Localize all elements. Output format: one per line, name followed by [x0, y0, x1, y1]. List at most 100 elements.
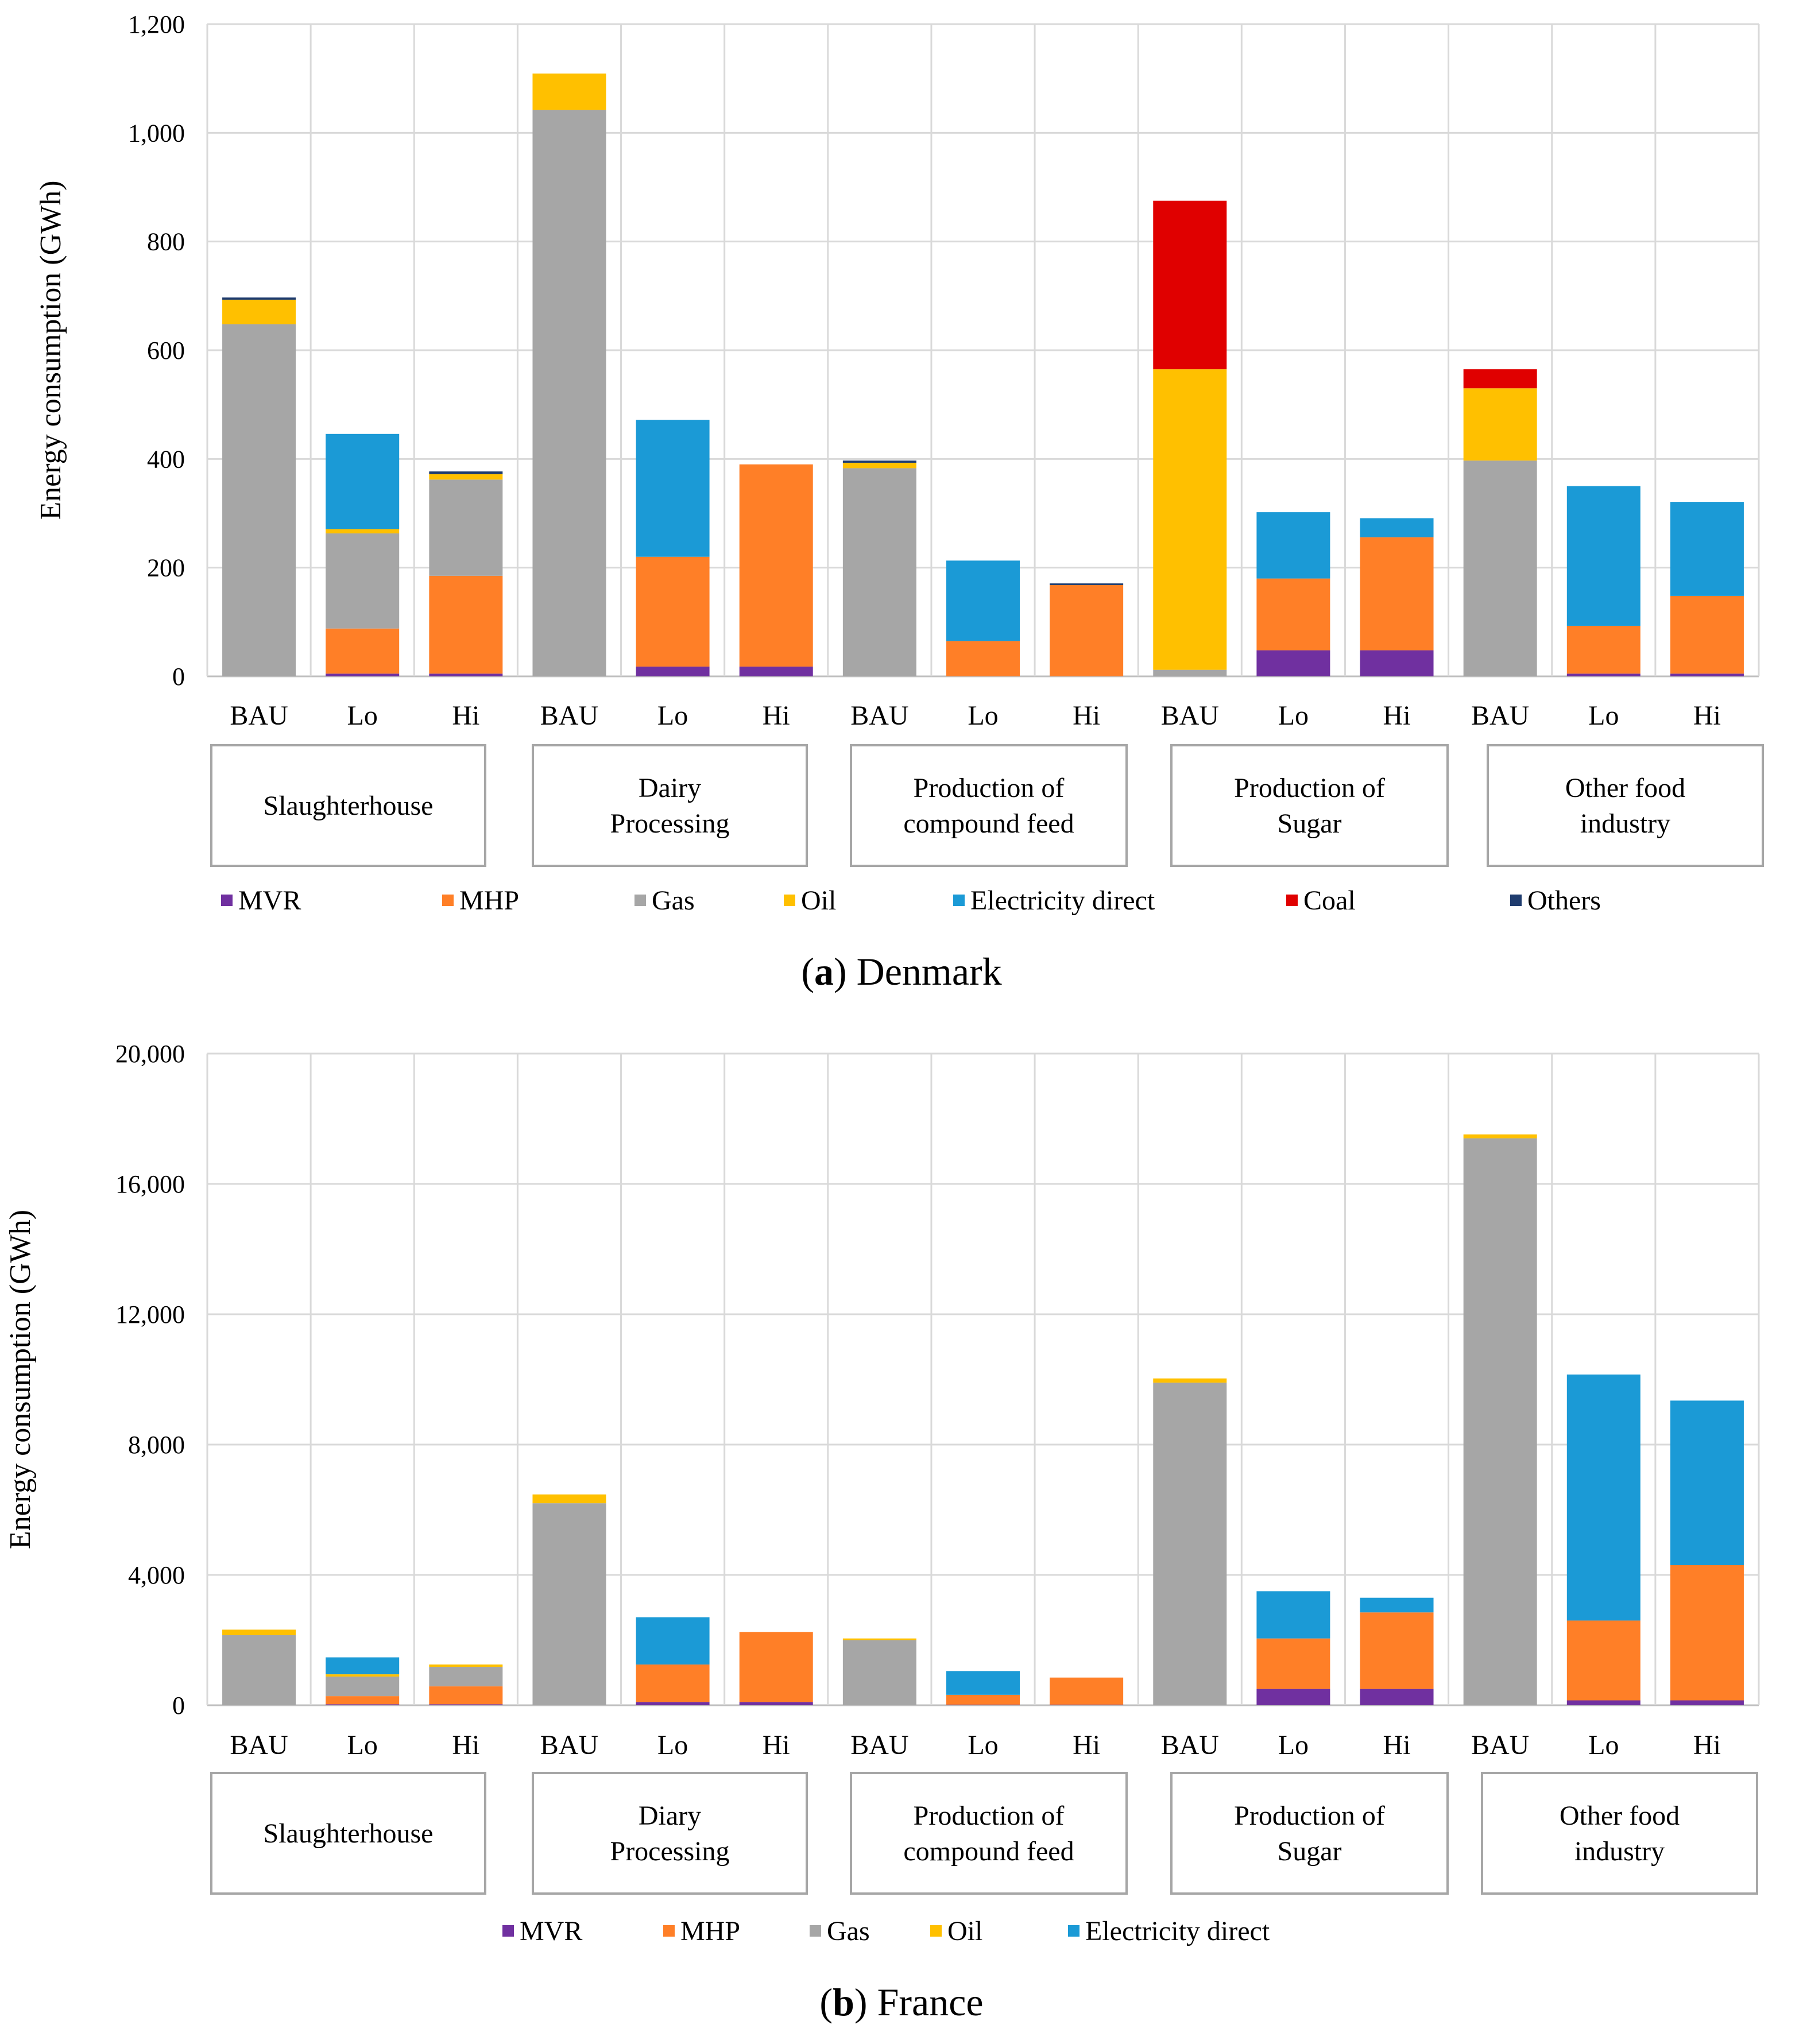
group-label: Dairy — [639, 773, 701, 803]
group-box — [850, 1772, 1128, 1895]
category-label: Lo — [1278, 1730, 1309, 1760]
group-box — [850, 744, 1128, 867]
caption-letter: b — [833, 1980, 854, 2024]
category-label: Hi — [1073, 1730, 1100, 1760]
bar-oil — [326, 529, 400, 534]
bar-mvr — [1670, 673, 1744, 676]
bar-oil — [1463, 1134, 1537, 1139]
group-label: Production of — [914, 1801, 1065, 1831]
bar-gas — [429, 1667, 503, 1687]
bar-mvr — [1670, 1700, 1744, 1705]
bar-mhp — [1670, 1565, 1744, 1701]
legend-label: Electricity direct — [1085, 1916, 1270, 1946]
y-tick-label: 400 — [147, 445, 185, 473]
category-label: Hi — [1693, 700, 1721, 731]
legend-label: Electricity direct — [970, 885, 1155, 916]
bar-mvr — [429, 673, 503, 676]
bar-electricity-direct — [1670, 1400, 1744, 1565]
bar-gas — [532, 110, 606, 676]
bar-mhp — [636, 1664, 710, 1702]
bar-electricity-direct — [1670, 502, 1744, 596]
category-label: BAU — [850, 1730, 908, 1760]
category-label: BAU — [230, 700, 288, 731]
bar-gas — [1153, 1383, 1227, 1705]
caption-paren: ) — [854, 1980, 868, 2024]
bar-electricity-direct — [1566, 486, 1641, 626]
category-label: Hi — [1693, 1730, 1721, 1760]
legend-label: MVR — [238, 885, 301, 916]
group-box — [1170, 744, 1449, 867]
bar-mhp — [636, 556, 710, 667]
bar-mvr — [1360, 1689, 1434, 1705]
bar-mvr — [1256, 650, 1330, 676]
bar-mhp — [1360, 537, 1434, 651]
bar-electricity-direct — [1360, 1597, 1434, 1613]
bar-oil — [532, 1494, 606, 1504]
category-label: Hi — [1383, 700, 1411, 731]
panel-a: 0 200 400 600 800 1,000 1,200 Energy consumptio… — [34, 10, 1764, 993]
bar-mvr — [1566, 1700, 1641, 1705]
y-tick-label: 1,200 — [128, 10, 185, 38]
category-label: Lo — [347, 700, 378, 731]
bar-electricity-direct — [326, 1657, 400, 1675]
group-label: Slaughterhouse — [264, 1818, 434, 1849]
legend-swatch — [442, 895, 454, 906]
bar-mvr — [739, 666, 813, 676]
bar-gas — [1463, 460, 1537, 676]
caption-paren: ) — [834, 950, 847, 993]
legend-label: MHP — [459, 885, 519, 916]
category-label: BAU — [1161, 700, 1219, 731]
y-tick-label: 0 — [172, 1691, 185, 1720]
bar-mvr — [636, 666, 710, 676]
bar-electricity-direct — [1566, 1374, 1641, 1621]
y-tick-label: 16,000 — [115, 1170, 185, 1198]
bar-oil — [429, 1664, 503, 1667]
panel-b: 0 4,000 8,000 12,000 16,000 20,000 Energy cons… — [4, 1040, 1760, 2024]
bar-mhp — [739, 1632, 813, 1702]
bar-others — [429, 471, 503, 474]
y-tick-label: 600 — [147, 336, 185, 365]
group-box — [1170, 1772, 1449, 1895]
legend-label: MHP — [680, 1916, 740, 1946]
group-label: Processing — [610, 808, 730, 839]
bar-mhp — [1050, 1677, 1124, 1705]
legend-swatch — [634, 895, 646, 906]
legend-swatch — [953, 895, 965, 906]
bar-mhp — [326, 628, 400, 674]
category-label: Lo — [1278, 700, 1309, 731]
bar-gas — [326, 533, 400, 629]
category-label: Hi — [763, 700, 790, 731]
y-tick-label: 200 — [147, 554, 185, 582]
bar-electricity-direct — [636, 1617, 710, 1665]
bar-gas — [842, 1640, 916, 1705]
group-label: Other food — [1560, 1801, 1680, 1831]
bar-others — [1050, 583, 1124, 585]
category-label: Lo — [347, 1730, 378, 1760]
bar-mvr — [1256, 1689, 1330, 1705]
bar-oil — [222, 1629, 296, 1635]
group-label: Diary — [639, 1801, 701, 1831]
legend-label: Gas — [827, 1916, 870, 1946]
y-axis-title: Energy consumption (GWh) — [4, 1210, 37, 1549]
caption-text: France — [868, 1980, 984, 2024]
caption-text: Denmark — [847, 950, 1002, 993]
legend-label: Coal — [1303, 885, 1356, 916]
y-tick-label: 8,000 — [128, 1431, 185, 1459]
group-label: compound feed — [903, 808, 1074, 839]
group-box — [210, 744, 486, 867]
category-label: BAU — [1471, 1730, 1529, 1760]
category-label: Lo — [1588, 700, 1619, 731]
bar-mhp — [946, 1694, 1020, 1705]
bar-mhp — [946, 641, 1020, 676]
legend-label: Oil — [947, 1916, 982, 1946]
y-tick-label: 12,000 — [115, 1300, 185, 1329]
bar-electricity-direct — [946, 1671, 1020, 1695]
bar-oil — [1463, 388, 1537, 461]
y-tick-label: 4,000 — [128, 1561, 185, 1589]
y-tick-label: 1,000 — [128, 119, 185, 147]
bar-mvr — [739, 1702, 813, 1705]
category-label: Lo — [1588, 1730, 1619, 1760]
group-label: Production of — [914, 773, 1065, 803]
group-label: Production of — [1234, 1801, 1385, 1831]
